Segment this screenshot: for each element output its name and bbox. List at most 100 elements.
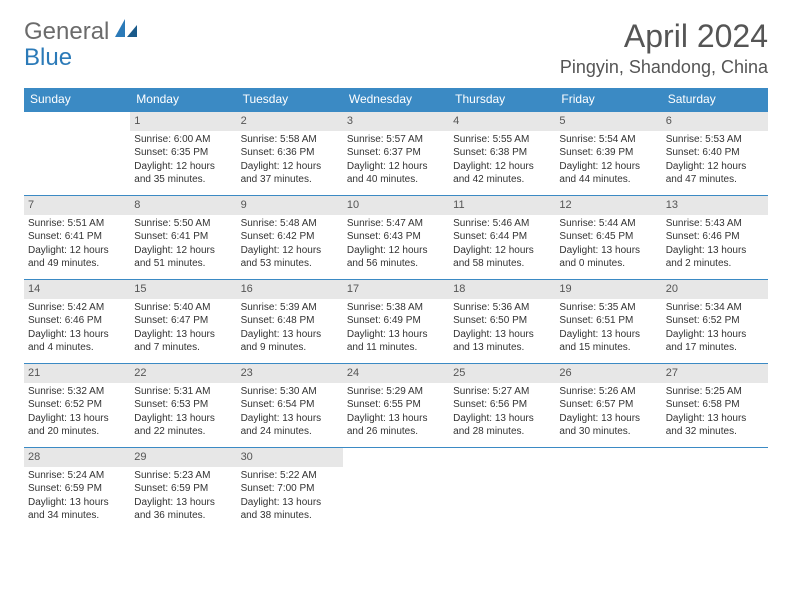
- day-number: 17: [343, 280, 449, 299]
- day-cell: [662, 447, 768, 531]
- week-row: 14 Sunrise: 5:42 AMSunset: 6:46 PM Dayligh…: [24, 279, 768, 363]
- location-label: Pingyin, Shandong, China: [560, 57, 768, 78]
- weekday-header-row: Sunday Monday Tuesday Wednesday Thursday…: [24, 88, 768, 111]
- weekday-header: Friday: [555, 88, 661, 111]
- day-cell: 8Sunrise: 5:50 AMSunset: 6:41 PMDaylight…: [130, 195, 236, 279]
- daylight-text-2: and 0 minutes.: [559, 257, 657, 271]
- day-cell: 25Sunrise: 5:27 AMSunset: 6:56 PMDayligh…: [449, 363, 555, 447]
- sunrise-text: Sunrise: 5:34 AM: [666, 301, 764, 315]
- sunset-text: Sunset: 6:39 PM: [559, 146, 657, 160]
- daylight-text-2: and 40 minutes.: [347, 173, 445, 187]
- sunset-text: Sunset: 6:56 PM: [453, 398, 551, 412]
- logo-text-general: General: [24, 18, 109, 46]
- daylight-text-1: Daylight: 12 hours: [347, 160, 445, 174]
- day-cell: 11Sunrise: 5:46 AMSunset: 6:44 PMDayligh…: [449, 195, 555, 279]
- sunrise-text: Sunrise: 5:43 AM: [666, 217, 764, 231]
- day-cell: [343, 447, 449, 531]
- day-cell: 19Sunrise: 5:35 AMSunset: 6:51 PMDayligh…: [555, 279, 661, 363]
- sunrise-text: Sunrise: 6:00 AM: [134, 133, 232, 147]
- daylight-text-2: and 7 minutes.: [134, 341, 232, 355]
- sunset-text: Sunset: 6:40 PM: [666, 146, 764, 160]
- sunset-text: Sunset: 6:36 PM: [241, 146, 339, 160]
- daylight-text-2: and 49 minutes.: [28, 257, 126, 271]
- day-number: 9: [237, 196, 343, 215]
- sunset-text: Sunset: 6:41 PM: [134, 230, 232, 244]
- day-cell: 14Sunrise: 5:42 AMSunset: 6:46 PMDayligh…: [24, 279, 130, 363]
- weekday-header: Saturday: [662, 88, 768, 111]
- sunrise-text: Sunrise: 5:42 AM: [28, 301, 126, 315]
- daylight-text-2: and 30 minutes.: [559, 425, 657, 439]
- week-row: 21Sunrise: 5:32 AMSunset: 6:52 PMDayligh…: [24, 363, 768, 447]
- daylight-text-1: Daylight: 13 hours: [134, 328, 232, 342]
- sunrise-text: Sunrise: 5:48 AM: [241, 217, 339, 231]
- day-cell: [449, 447, 555, 531]
- sunrise-text: Sunrise: 5:44 AM: [559, 217, 657, 231]
- sunrise-text: Sunrise: 5:55 AM: [453, 133, 551, 147]
- sunset-text: Sunset: 6:46 PM: [666, 230, 764, 244]
- day-number: 14: [24, 280, 130, 299]
- daylight-text-1: Daylight: 13 hours: [134, 496, 232, 510]
- sunset-text: Sunset: 6:37 PM: [347, 146, 445, 160]
- sunrise-text: Sunrise: 5:26 AM: [559, 385, 657, 399]
- week-row: 7Sunrise: 5:51 AMSunset: 6:41 PMDaylight…: [24, 195, 768, 279]
- sunset-text: Sunset: 6:59 PM: [134, 482, 232, 496]
- daylight-text-2: and 37 minutes.: [241, 173, 339, 187]
- day-number: 8: [130, 196, 236, 215]
- sunset-text: Sunset: 6:59 PM: [28, 482, 126, 496]
- sunset-text: Sunset: 6:45 PM: [559, 230, 657, 244]
- sunrise-text: Sunrise: 5:40 AM: [134, 301, 232, 315]
- day-number: 23: [237, 364, 343, 383]
- day-number: 24: [343, 364, 449, 383]
- sunrise-text: Sunrise: 5:27 AM: [453, 385, 551, 399]
- sunset-text: Sunset: 6:47 PM: [134, 314, 232, 328]
- day-number: 12: [555, 196, 661, 215]
- day-number: 18: [449, 280, 555, 299]
- daylight-text-2: and 35 minutes.: [134, 173, 232, 187]
- sunrise-text: Sunrise: 5:38 AM: [347, 301, 445, 315]
- day-number: 22: [130, 364, 236, 383]
- sunrise-text: Sunrise: 5:29 AM: [347, 385, 445, 399]
- daylight-text-2: and 34 minutes.: [28, 509, 126, 523]
- sunrise-text: Sunrise: 5:39 AM: [241, 301, 339, 315]
- title-block: April 2024 Pingyin, Shandong, China: [560, 18, 768, 78]
- sunset-text: Sunset: 6:54 PM: [241, 398, 339, 412]
- header: General April 2024 Pingyin, Shandong, Ch…: [0, 0, 792, 82]
- daylight-text-1: Daylight: 12 hours: [28, 244, 126, 258]
- sunset-text: Sunset: 6:51 PM: [559, 314, 657, 328]
- week-row: 28Sunrise: 5:24 AMSunset: 6:59 PMDayligh…: [24, 447, 768, 531]
- daylight-text-2: and 22 minutes.: [134, 425, 232, 439]
- day-cell: 20Sunrise: 5:34 AMSunset: 6:52 PMDayligh…: [662, 279, 768, 363]
- daylight-text-1: Daylight: 13 hours: [28, 496, 126, 510]
- daylight-text-1: Daylight: 13 hours: [559, 412, 657, 426]
- day-cell: [555, 447, 661, 531]
- daylight-text-1: Daylight: 13 hours: [453, 328, 551, 342]
- daylight-text-2: and 24 minutes.: [241, 425, 339, 439]
- day-cell: 9Sunrise: 5:48 AMSunset: 6:42 PMDaylight…: [237, 195, 343, 279]
- sunrise-text: Sunrise: 5:47 AM: [347, 217, 445, 231]
- day-number: 5: [555, 112, 661, 131]
- daylight-text-2: and 17 minutes.: [666, 341, 764, 355]
- daylight-text-2: and 32 minutes.: [666, 425, 764, 439]
- sunrise-text: Sunrise: 5:46 AM: [453, 217, 551, 231]
- sunrise-text: Sunrise: 5:54 AM: [559, 133, 657, 147]
- day-number: 29: [130, 448, 236, 467]
- daylight-text-1: Daylight: 13 hours: [559, 328, 657, 342]
- day-number: 2: [237, 112, 343, 131]
- daylight-text-1: Daylight: 12 hours: [134, 244, 232, 258]
- day-cell: 10Sunrise: 5:47 AMSunset: 6:43 PMDayligh…: [343, 195, 449, 279]
- daylight-text-1: Daylight: 13 hours: [241, 496, 339, 510]
- weeks-container: 1Sunrise: 6:00 AMSunset: 6:35 PMDaylight…: [24, 111, 768, 531]
- daylight-text-1: Daylight: 12 hours: [453, 244, 551, 258]
- sunset-text: Sunset: 6:46 PM: [28, 314, 126, 328]
- sunset-text: Sunset: 6:41 PM: [28, 230, 126, 244]
- day-number: 11: [449, 196, 555, 215]
- day-cell: 16Sunrise: 5:39 AMSunset: 6:48 PMDayligh…: [237, 279, 343, 363]
- daylight-text-2: and 9 minutes.: [241, 341, 339, 355]
- sunset-text: Sunset: 6:55 PM: [347, 398, 445, 412]
- daylight-text-2: and 15 minutes.: [559, 341, 657, 355]
- day-number: 7: [24, 196, 130, 215]
- day-number: 13: [662, 196, 768, 215]
- day-number: 16: [237, 280, 343, 299]
- daylight-text-2: and 47 minutes.: [666, 173, 764, 187]
- daylight-text-2: and 44 minutes.: [559, 173, 657, 187]
